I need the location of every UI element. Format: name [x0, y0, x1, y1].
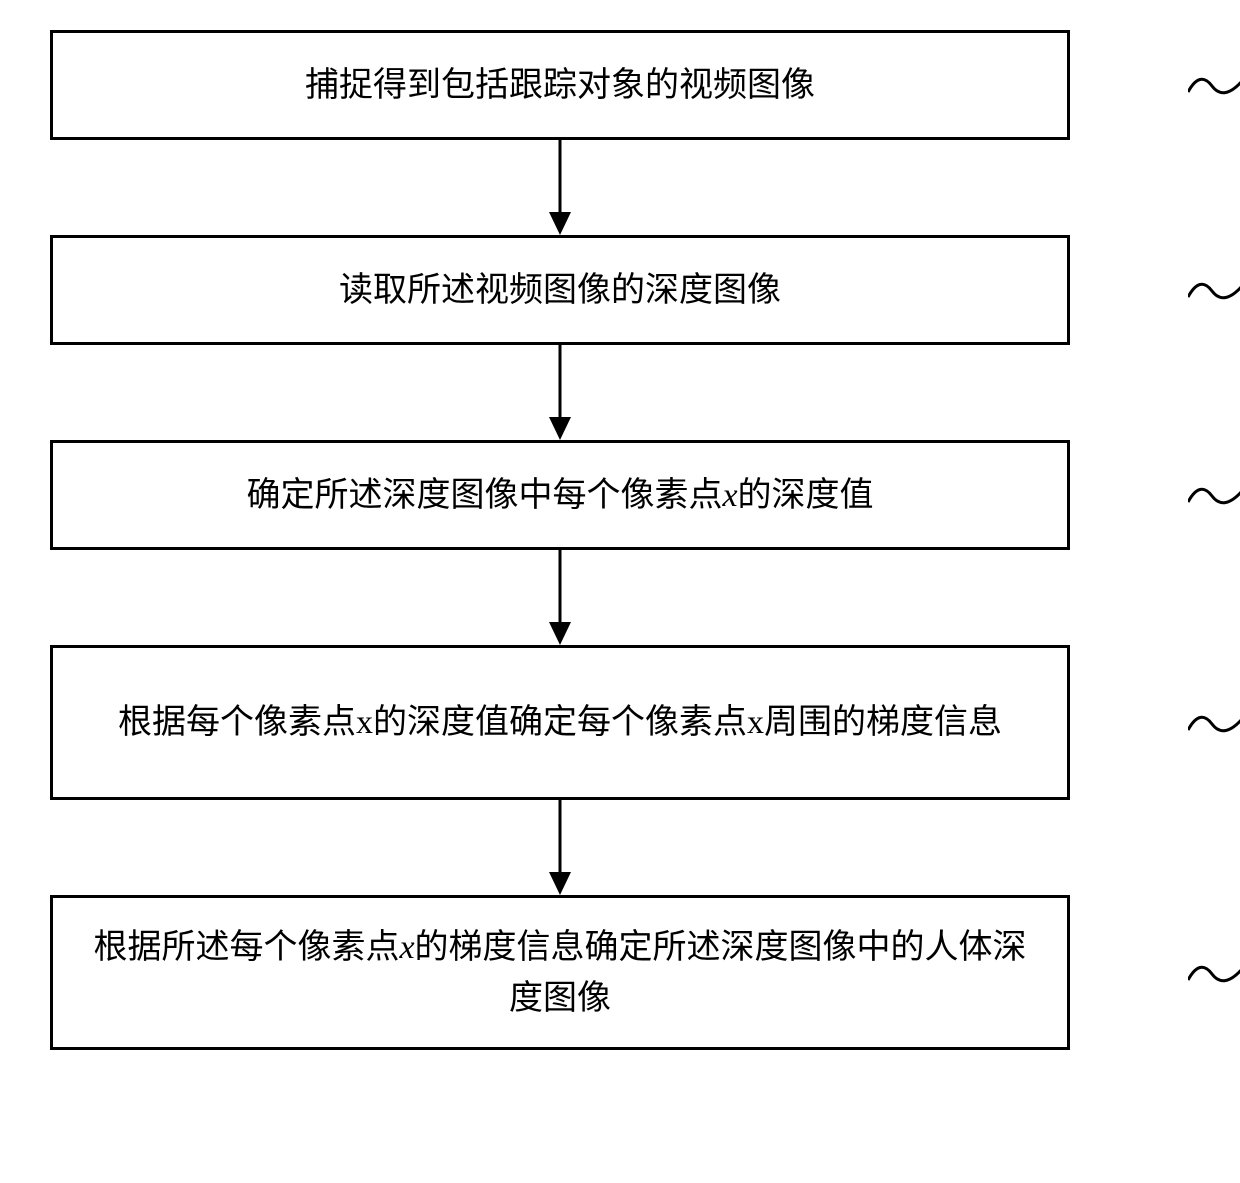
label-wrap-s4: S4 [1188, 698, 1240, 748]
box-s1: 捕捉得到包括跟踪对象的视频图像 [50, 30, 1070, 140]
squiggle-s3 [1188, 470, 1240, 520]
squiggle-s1 [1188, 60, 1240, 110]
arrow-s3-s4 [50, 550, 1070, 645]
step-s4: 根据每个像素点x的深度值确定每个像素点x周围的梯度信息 S4 [50, 645, 1190, 800]
box-s3-text-after: 的深度值 [738, 477, 874, 514]
squiggle-s2 [1188, 265, 1240, 315]
box-s3-text-before: 确定所述深度图像中每个像素点 [246, 477, 722, 514]
box-s3-text: 确定所述深度图像中每个像素点x的深度值 [246, 470, 873, 521]
arrow-s1-s2 [50, 140, 1070, 235]
squiggle-s4 [1188, 698, 1240, 748]
box-s5-italic-x: x [399, 929, 414, 966]
box-s3-italic-x: x [722, 477, 737, 514]
box-s5: 根据所述每个像素点x的梯度信息确定所述深度图像中的人体深度图像 [50, 895, 1070, 1050]
box-s4: 根据每个像素点x的深度值确定每个像素点x周围的梯度信息 [50, 645, 1070, 800]
box-s2-text: 读取所述视频图像的深度图像 [339, 265, 781, 316]
box-s5-text-before: 根据所述每个像素点 [93, 929, 399, 966]
box-s3: 确定所述深度图像中每个像素点x的深度值 [50, 440, 1070, 550]
label-wrap-s1: S1 [1188, 60, 1240, 110]
box-s5-text: 根据所述每个像素点x的梯度信息确定所述深度图像中的人体深度图像 [93, 922, 1027, 1024]
label-wrap-s5: S5 [1188, 948, 1240, 998]
box-s5-text-mid: 的梯度信息确定所述深度图像中的人体深度图像 [415, 929, 1027, 1017]
box-s1-text: 捕捉得到包括跟踪对象的视频图像 [305, 60, 815, 111]
step-s1: 捕捉得到包括跟踪对象的视频图像 S1 [50, 30, 1190, 140]
label-wrap-s2: S2 [1188, 265, 1240, 315]
step-s2: 读取所述视频图像的深度图像 S2 [50, 235, 1190, 345]
step-s3: 确定所述深度图像中每个像素点x的深度值 S3 [50, 440, 1190, 550]
label-wrap-s3: S3 [1188, 470, 1240, 520]
flowchart-container: 捕捉得到包括跟踪对象的视频图像 S1 读取所述视频图像的深度图像 S2 [50, 30, 1190, 1050]
box-s4-text: 根据每个像素点x的深度值确定每个像素点x周围的梯度信息 [118, 697, 1002, 748]
step-s5: 根据所述每个像素点x的梯度信息确定所述深度图像中的人体深度图像 S5 [50, 895, 1190, 1050]
arrow-s2-s3 [50, 345, 1070, 440]
box-s2: 读取所述视频图像的深度图像 [50, 235, 1070, 345]
squiggle-s5 [1188, 948, 1240, 998]
arrow-s4-s5 [50, 800, 1070, 895]
